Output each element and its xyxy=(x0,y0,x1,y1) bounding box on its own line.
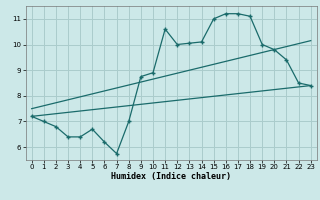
X-axis label: Humidex (Indice chaleur): Humidex (Indice chaleur) xyxy=(111,172,231,181)
